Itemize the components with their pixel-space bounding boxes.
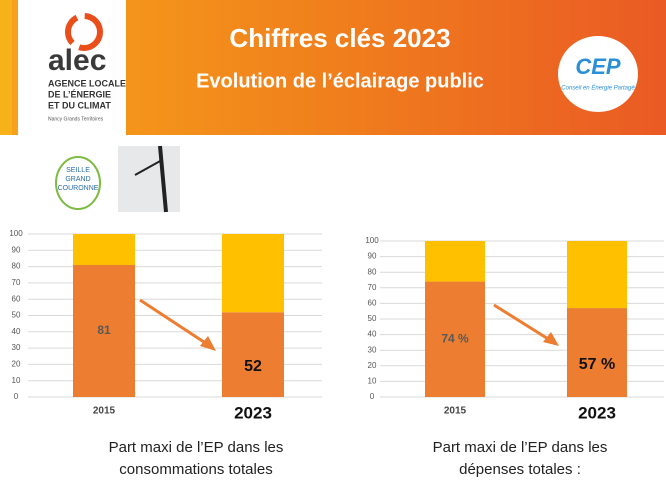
y-tick-label: 70 — [368, 283, 377, 292]
bar-segment — [73, 234, 135, 265]
y-tick-label: 100 — [365, 236, 379, 245]
bar-segment — [567, 241, 627, 308]
cep-tagline: Conseil en Énergie Partagé — [561, 85, 635, 92]
y-tick-label: 20 — [12, 360, 21, 369]
logo-text: DE L’ÉNERGIE — [48, 89, 111, 99]
bar-segment — [567, 308, 627, 397]
seille-text: COURONNE — [58, 185, 99, 192]
chart-caption: Part maxi de l’EP dans les — [433, 439, 608, 456]
y-tick-label: 0 — [370, 392, 375, 401]
seille-text: SEILLE — [66, 167, 90, 174]
bar-segment — [222, 312, 284, 397]
slide: alec AGENCE LOCALE DE L’ÉNERGIE ET DU CL… — [0, 0, 666, 483]
y-tick-label: 30 — [368, 345, 377, 354]
subtitle: Evolution de l’éclairage public — [196, 70, 484, 92]
y-tick-label: 30 — [12, 343, 21, 352]
arrow — [140, 300, 210, 346]
chart-caption: Part maxi de l’EP dans les — [109, 439, 284, 456]
y-tick-label: 100 — [9, 229, 23, 238]
y-tick-label: 10 — [368, 377, 377, 386]
logo-text: AGENCE LOCALE — [48, 78, 126, 88]
x-tick-label: 2015 — [93, 406, 116, 417]
bar-segment — [222, 234, 284, 312]
seille-logo — [56, 157, 100, 209]
y-tick-label: 40 — [368, 330, 377, 339]
bar-segment — [425, 241, 485, 282]
value-label: 81 — [97, 323, 111, 337]
photo — [118, 146, 180, 212]
y-tick-label: 60 — [12, 294, 21, 303]
y-tick-label: 50 — [368, 314, 377, 323]
y-tick-label: 60 — [368, 299, 377, 308]
y-tick-label: 90 — [368, 252, 377, 261]
x-tick-label: 2023 — [578, 403, 616, 422]
value-label: 74 % — [441, 331, 469, 345]
arrow-head — [200, 336, 216, 351]
y-tick-label: 80 — [12, 262, 21, 271]
title: Chiffres clés 2023 — [229, 23, 450, 53]
value-label: 52 — [244, 358, 262, 375]
y-tick-label: 50 — [12, 311, 21, 320]
header-edge — [0, 0, 12, 135]
y-tick-label: 40 — [12, 327, 21, 336]
logo-text: ET DU CLIMAT — [48, 100, 111, 110]
logo-text: alec — [48, 44, 106, 77]
y-tick-label: 20 — [368, 361, 377, 370]
chart-caption: dépenses totales : — [459, 461, 581, 478]
cep-text: CEP — [575, 54, 621, 79]
seille-text: GRAND — [65, 176, 90, 183]
chart-caption: consommations totales — [119, 461, 272, 478]
y-tick-label: 70 — [12, 278, 21, 287]
y-tick-label: 80 — [368, 267, 377, 276]
logo-text: Nancy Grands Territoires — [48, 116, 104, 122]
y-tick-label: 10 — [12, 376, 21, 385]
y-tick-label: 0 — [14, 392, 19, 401]
x-tick-label: 2015 — [444, 406, 467, 417]
value-label: 57 % — [579, 356, 615, 373]
arrow — [494, 305, 553, 342]
y-tick-label: 90 — [12, 245, 21, 254]
x-tick-label: 2023 — [234, 403, 272, 422]
